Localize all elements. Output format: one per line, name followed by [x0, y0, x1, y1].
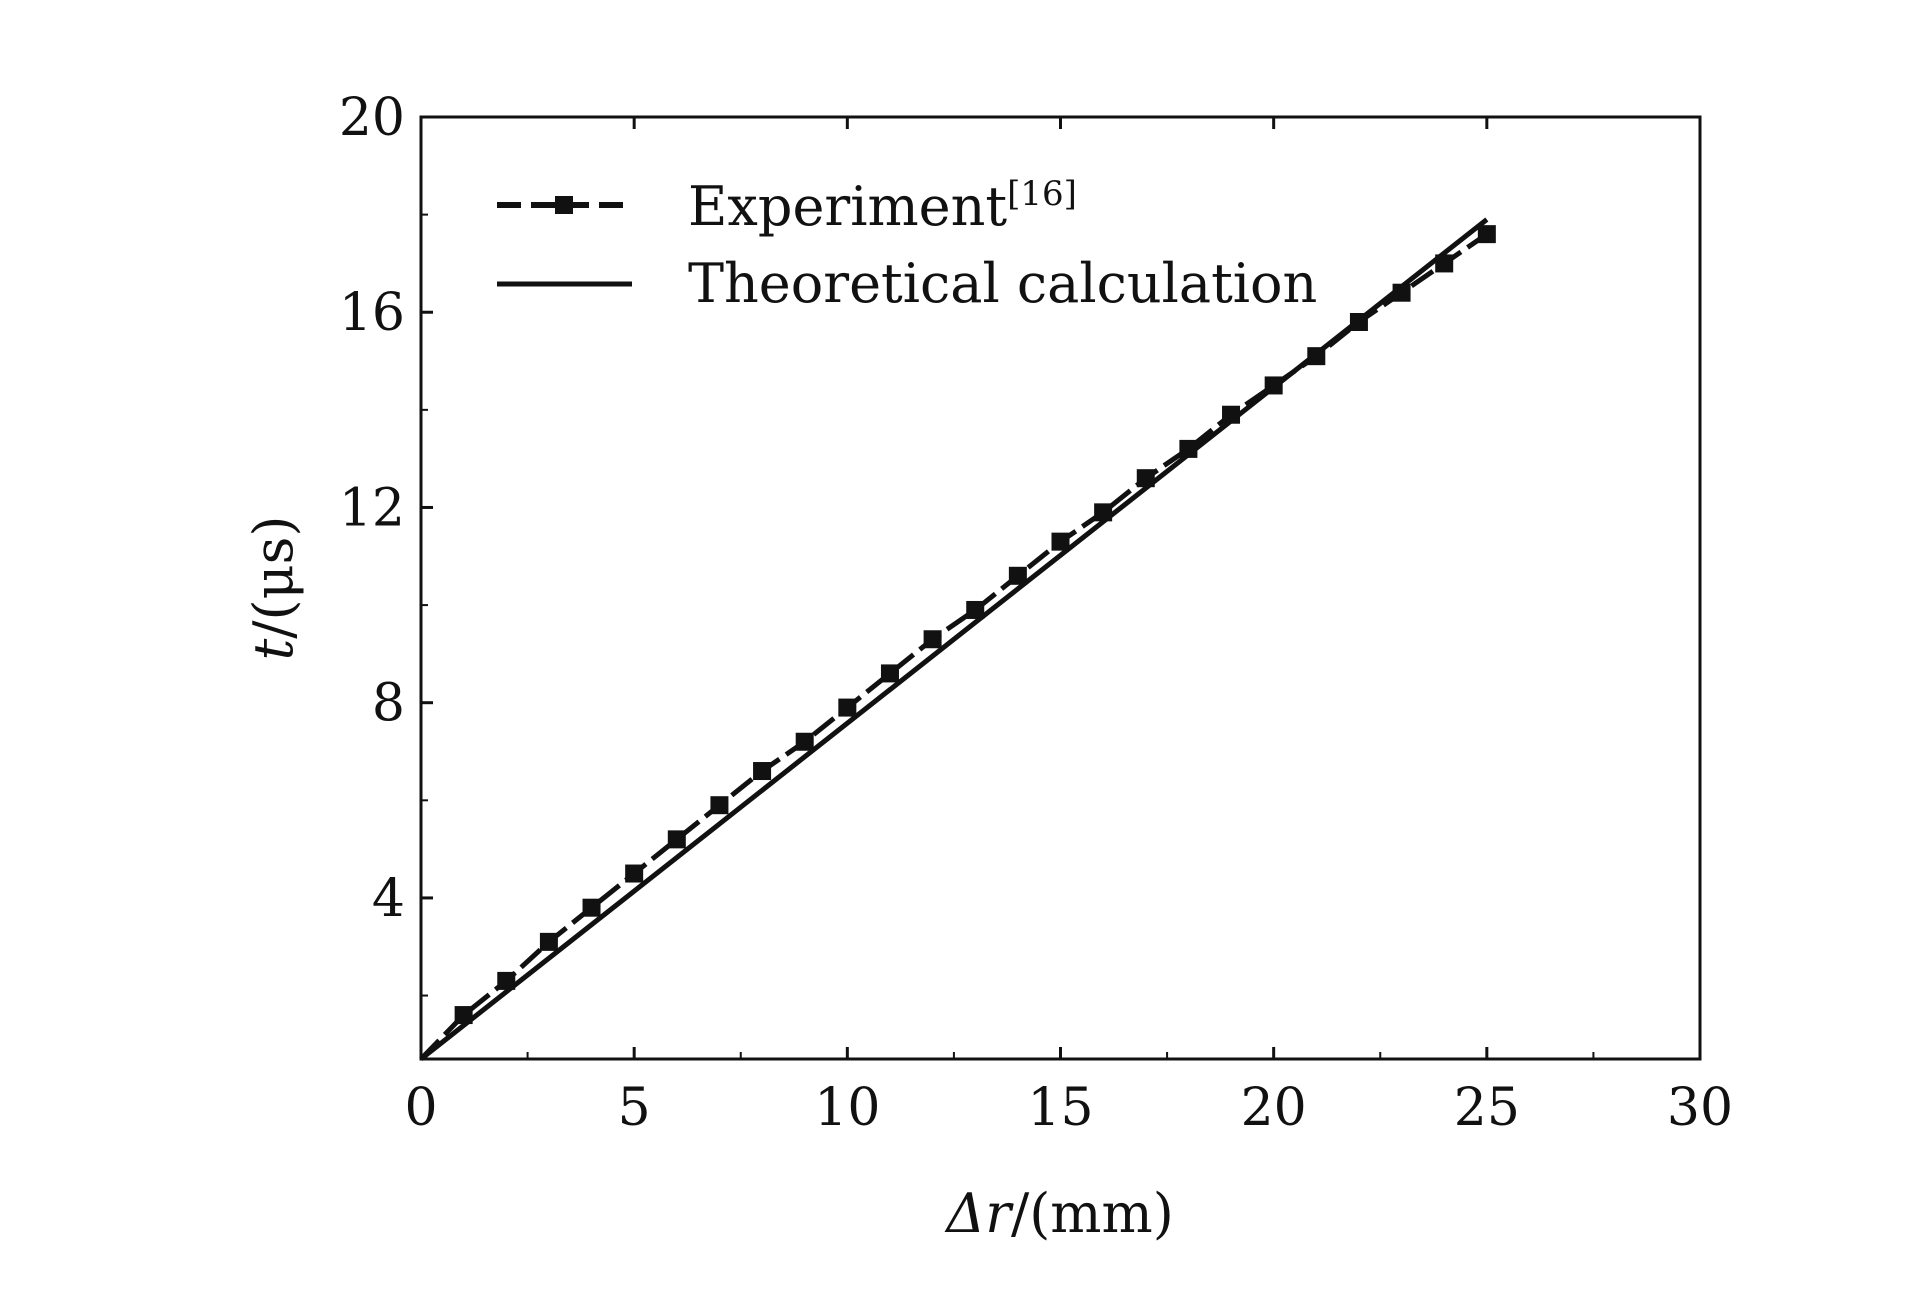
y-tick-label: 8: [372, 674, 405, 734]
experiment-point: [1477, 225, 1496, 244]
x-tick-label: 10: [814, 1078, 880, 1138]
y-tick-label: 4: [372, 869, 405, 929]
experiment-point: [667, 830, 686, 849]
experiment-point: [454, 1006, 473, 1025]
x-axis-symbol: Δr: [944, 1182, 1014, 1245]
experiment-point: [753, 762, 772, 781]
experiment-point: [1222, 405, 1241, 424]
experiment-point: [582, 898, 601, 917]
legend-theory-label: Theoretical calculation: [688, 252, 1317, 315]
x-axis-unit: /(mm): [1011, 1182, 1174, 1245]
experiment-point: [1349, 312, 1368, 331]
experiment-point: [1094, 503, 1113, 522]
y-tick-label: 16: [339, 283, 405, 343]
x-tick-label: 5: [618, 1078, 651, 1138]
x-axis: 0 5 10 15 20 25 30: [404, 117, 1733, 1138]
y-axis: 4 8 12 16 20: [339, 88, 433, 997]
experiment-point: [539, 932, 558, 951]
x-axis-title: Δr/(mm): [944, 1182, 1174, 1245]
legend: Experiment[16] Theoretical calculation: [497, 174, 1317, 315]
y-tick-label: 20: [339, 88, 405, 148]
experiment-point: [795, 732, 814, 751]
x-tick-label: 15: [1027, 1078, 1093, 1138]
series-layer: [419, 217, 1496, 1061]
experiment-point: [838, 698, 857, 717]
experiment-point: [497, 971, 516, 990]
experiment-point: [880, 664, 899, 683]
experiment-point: [1392, 283, 1411, 302]
legend-experiment-name: Experiment: [688, 175, 1007, 238]
experiment-point: [923, 630, 942, 649]
legend-experiment-label: Experiment[16]: [688, 174, 1077, 238]
experiment-point: [1136, 469, 1155, 488]
experiment-point: [1264, 376, 1283, 395]
legend-experiment-marker: [555, 196, 573, 214]
y-axis-unit: /(μs): [242, 516, 305, 639]
x-tick-label: 20: [1241, 1078, 1307, 1138]
y-tick-label: 12: [339, 478, 405, 538]
y-axis-symbol: t: [242, 638, 305, 660]
x-tick-label: 0: [404, 1078, 437, 1138]
experiment-point: [1179, 439, 1198, 458]
experiment-point: [710, 796, 729, 815]
series-theoretical-line: [419, 217, 1489, 1061]
x-tick-label: 30: [1667, 1078, 1733, 1138]
experiment-point: [1051, 532, 1070, 551]
legend-experiment-citation: [16]: [1007, 174, 1077, 214]
experiment-point: [1307, 347, 1326, 366]
experiment-point: [1435, 254, 1454, 273]
y-axis-title: t/(μs): [242, 516, 305, 661]
experiment-point: [1008, 566, 1027, 585]
x-tick-label: 25: [1454, 1078, 1520, 1138]
experiment-point: [625, 864, 644, 883]
experiment-point: [966, 600, 985, 619]
